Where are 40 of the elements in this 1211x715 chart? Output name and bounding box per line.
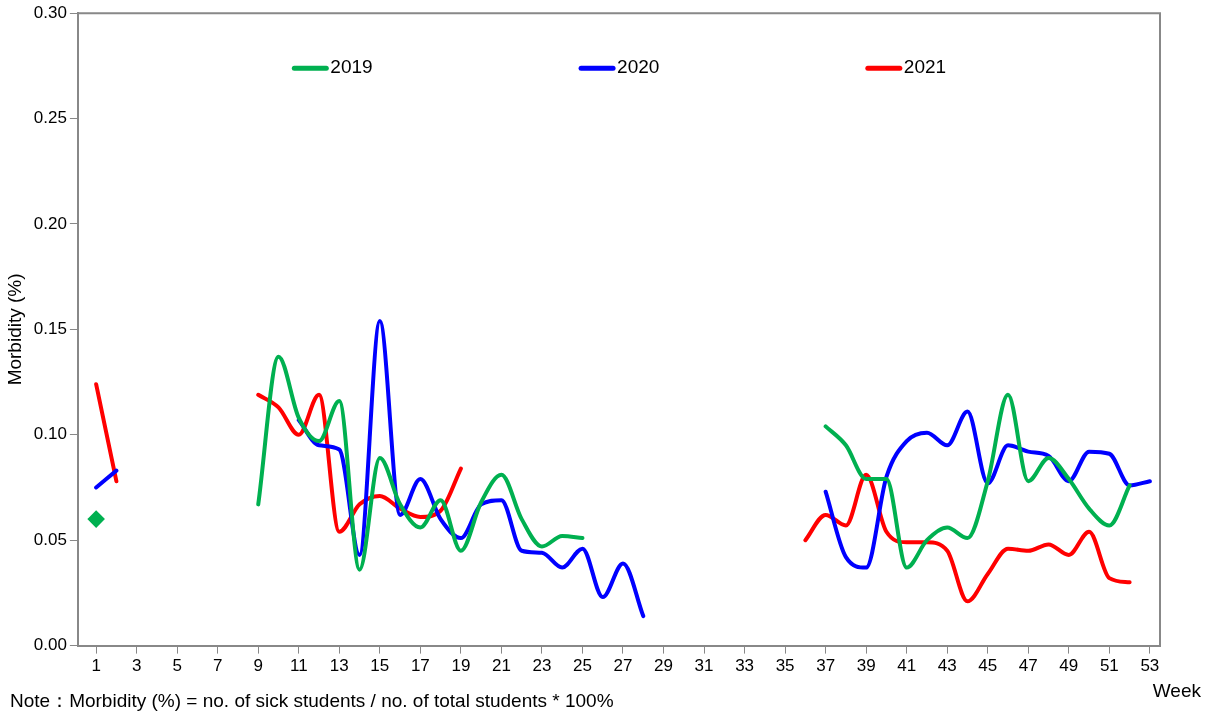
- x-tick-label: 13: [329, 656, 349, 676]
- x-tick-label: 9: [253, 656, 263, 676]
- x-axis-title: Week: [1152, 680, 1201, 702]
- x-tick-label: 35: [775, 656, 795, 676]
- x-tick-label: 23: [532, 656, 552, 676]
- y-tick-label: 0.05: [33, 529, 67, 549]
- x-tick-label: 7: [212, 656, 223, 676]
- x-tick-label: 17: [410, 656, 430, 676]
- x-tick-label: 5: [172, 656, 182, 676]
- legend-label: 2020: [617, 56, 660, 78]
- x-tick-label: 15: [370, 656, 390, 676]
- x-tick-label: 19: [451, 656, 471, 676]
- x-tick-label: 33: [735, 656, 755, 676]
- x-tick-label: 45: [978, 656, 998, 676]
- x-tick-label: 49: [1059, 656, 1079, 676]
- legend-label: 2019: [330, 56, 373, 78]
- y-axis-title: Morbidity (%): [3, 273, 25, 386]
- x-tick-label: 53: [1140, 656, 1160, 676]
- x-tick-label: 21: [491, 656, 511, 676]
- x-tick-label: 1: [91, 656, 101, 676]
- x-tick-label: 31: [694, 656, 714, 676]
- y-tick-label: 0.30: [33, 2, 67, 22]
- x-tick-label: 47: [1018, 656, 1038, 676]
- legend-label: 2021: [903, 56, 947, 78]
- x-tick-label: 3: [131, 656, 142, 676]
- x-tick-label: 41: [897, 656, 917, 676]
- x-tick-label: 37: [816, 656, 836, 676]
- x-tick-label: 29: [654, 656, 673, 676]
- x-tick-label: 39: [856, 656, 876, 676]
- x-tick-label: 51: [1099, 656, 1119, 676]
- y-tick-label: 0.25: [33, 108, 67, 128]
- x-tick-label: 27: [613, 656, 633, 676]
- y-tick-label: 0.15: [33, 319, 67, 339]
- x-tick-label: 43: [937, 656, 957, 676]
- y-tick-label: 0.00: [33, 635, 67, 655]
- x-tick-label: 11: [289, 656, 308, 676]
- y-tick-label: 0.10: [33, 424, 67, 444]
- text: Note：Morbidity (%) = no. of sick students / no. of total students * 100%: [10, 689, 614, 713]
- y-tick-label: 0.20: [33, 213, 67, 233]
- x-tick-label: 25: [573, 656, 592, 676]
